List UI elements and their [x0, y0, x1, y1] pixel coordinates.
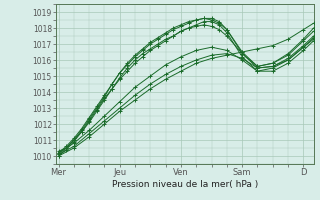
X-axis label: Pression niveau de la mer( hPa ): Pression niveau de la mer( hPa ) — [112, 180, 258, 189]
